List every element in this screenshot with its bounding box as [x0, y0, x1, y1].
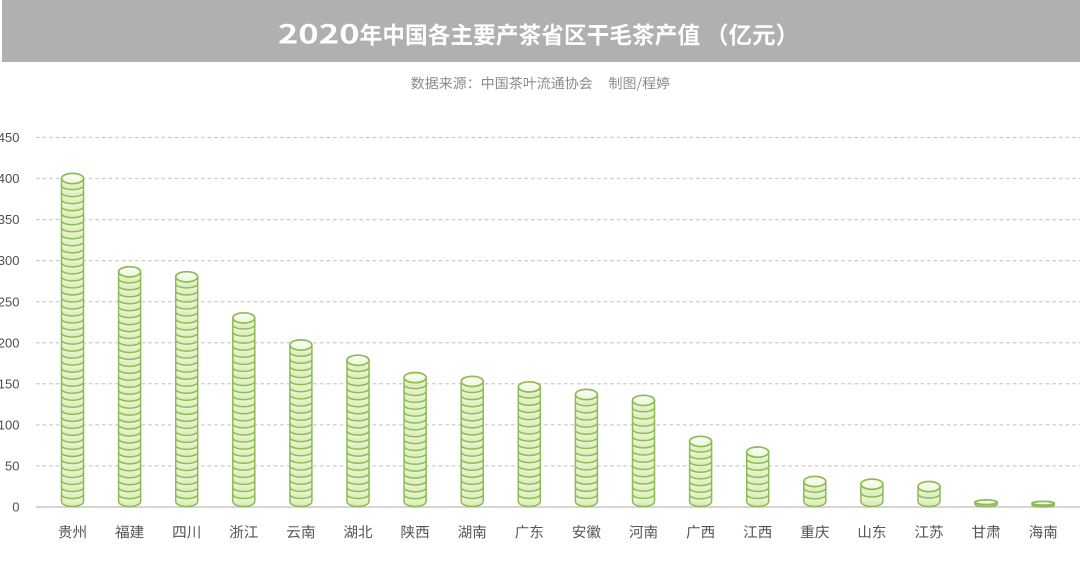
svg-text:150: 150: [0, 376, 20, 391]
svg-text:200: 200: [0, 335, 20, 350]
svg-text:0: 0: [12, 500, 19, 515]
svg-text:300: 300: [0, 253, 20, 268]
svg-text:100: 100: [0, 418, 20, 433]
svg-text:50: 50: [5, 459, 19, 474]
svg-text:400: 400: [0, 171, 20, 186]
svg-text:450: 450: [0, 130, 20, 145]
svg-text:350: 350: [0, 212, 20, 227]
svg-text:250: 250: [0, 294, 20, 309]
